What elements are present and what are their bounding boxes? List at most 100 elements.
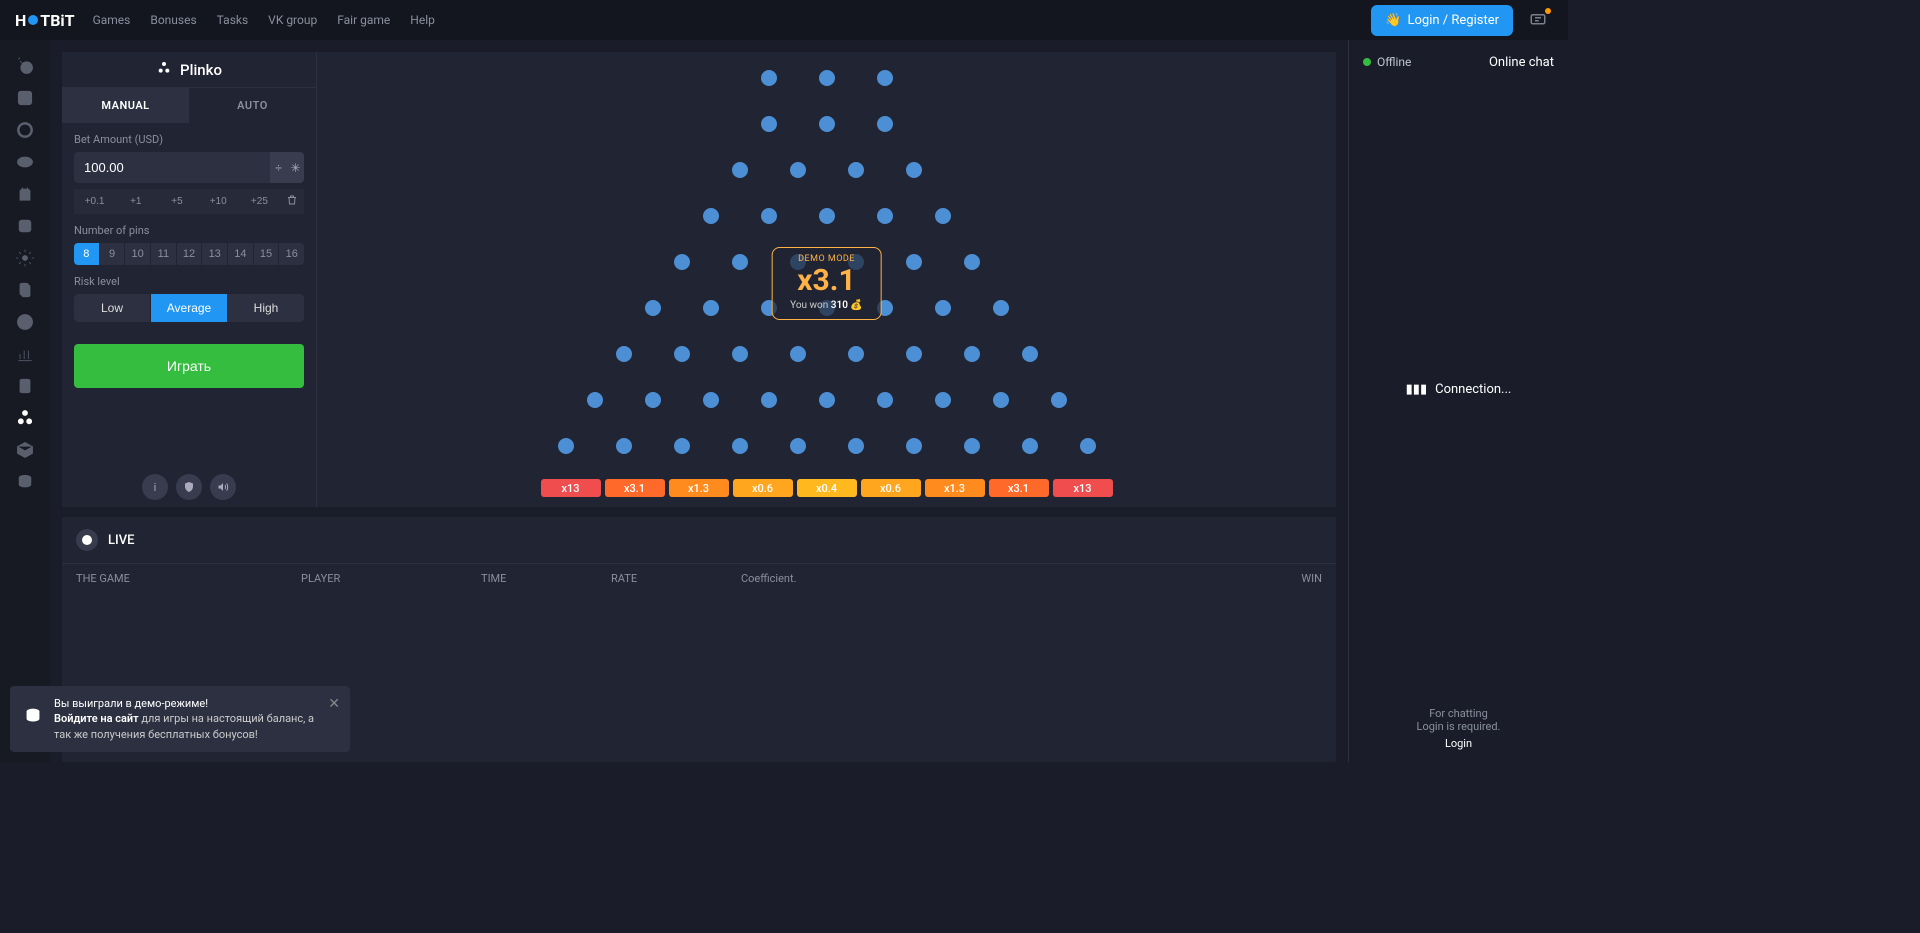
sidebar-coin-icon[interactable] bbox=[0, 146, 50, 178]
pin-option-15[interactable]: 15 bbox=[254, 243, 279, 265]
peg bbox=[935, 208, 951, 224]
nav-link-tasks[interactable]: Tasks bbox=[217, 13, 249, 27]
pin-option-9[interactable]: 9 bbox=[100, 243, 125, 265]
bet-amount-input[interactable] bbox=[74, 152, 270, 183]
sidebar-updown-icon[interactable] bbox=[0, 370, 50, 402]
result-popup: DEMO MODE x3.1 You won 310 💰 bbox=[771, 247, 882, 320]
peg bbox=[877, 392, 893, 408]
bet-double-button[interactable]: ✳ bbox=[287, 152, 304, 183]
risk-option-average[interactable]: Average bbox=[151, 294, 227, 322]
pin-option-8[interactable]: 8 bbox=[74, 243, 99, 265]
peg bbox=[790, 346, 806, 362]
peg bbox=[964, 438, 980, 454]
peg bbox=[703, 208, 719, 224]
peg bbox=[616, 438, 632, 454]
chat-panel: Offline Online chat ▮▮▮ Connection... Fo… bbox=[1348, 40, 1568, 762]
peg bbox=[819, 208, 835, 224]
chat-title: Online chat bbox=[1489, 55, 1554, 70]
sidebar-stack-icon[interactable] bbox=[0, 466, 50, 498]
quick-amount-1[interactable]: +1 bbox=[115, 189, 156, 214]
game-sidebar: 40 bbox=[0, 40, 50, 762]
sidebar-gear-icon[interactable] bbox=[0, 242, 50, 274]
plinko-board: DEMO MODE x3.1 You won 310 💰 x13x3.1x1.3… bbox=[317, 52, 1336, 507]
peg bbox=[848, 346, 864, 362]
sidebar-cards-icon[interactable] bbox=[0, 274, 50, 306]
peg bbox=[819, 70, 835, 86]
game-title: Plinko bbox=[62, 52, 316, 88]
peg bbox=[645, 392, 661, 408]
sidebar-ring-icon[interactable] bbox=[0, 114, 50, 146]
peg bbox=[645, 300, 661, 316]
tab-manual[interactable]: MANUAL bbox=[62, 88, 189, 123]
peg bbox=[732, 162, 748, 178]
bet-halve-button[interactable]: ÷ bbox=[270, 152, 287, 183]
pin-option-16[interactable]: 16 bbox=[279, 243, 304, 265]
tab-auto[interactable]: AUTO bbox=[189, 88, 316, 123]
nav-link-vk-group[interactable]: VK group bbox=[268, 13, 317, 27]
pin-option-12[interactable]: 12 bbox=[177, 243, 202, 265]
peg bbox=[877, 70, 893, 86]
chat-login-link[interactable]: Login bbox=[1361, 737, 1556, 750]
multiplier-slot: x3.1 bbox=[989, 479, 1049, 497]
sidebar-dice-icon[interactable] bbox=[0, 82, 50, 114]
info-icon[interactable]: i bbox=[142, 474, 168, 500]
peg bbox=[616, 346, 632, 362]
login-register-button[interactable]: 👋 Login / Register bbox=[1371, 5, 1513, 36]
multiplier-slot: x1.3 bbox=[925, 479, 985, 497]
quick-amount-5[interactable]: +5 bbox=[156, 189, 197, 214]
bet-amount-label: Bet Amount (USD) bbox=[74, 133, 304, 146]
peg bbox=[964, 346, 980, 362]
quick-amount-10[interactable]: +10 bbox=[198, 189, 239, 214]
peg bbox=[761, 392, 777, 408]
risk-option-high[interactable]: High bbox=[228, 294, 304, 322]
multiplier-slot: x13 bbox=[1053, 479, 1113, 497]
peg bbox=[877, 208, 893, 224]
nav-link-games[interactable]: Games bbox=[93, 13, 131, 27]
pin-option-13[interactable]: 13 bbox=[202, 243, 227, 265]
multiplier-slot: x0.6 bbox=[861, 479, 921, 497]
sound-icon[interactable] bbox=[210, 474, 236, 500]
peg bbox=[935, 300, 951, 316]
toast-close-button[interactable]: ✕ bbox=[328, 696, 340, 712]
peg bbox=[1022, 438, 1038, 454]
peg bbox=[906, 346, 922, 362]
pin-option-11[interactable]: 11 bbox=[151, 243, 176, 265]
result-won-text: You won 310 💰 bbox=[790, 300, 863, 311]
sidebar-bomb-icon[interactable] bbox=[0, 50, 50, 82]
peg bbox=[993, 392, 1009, 408]
nav-link-bonuses[interactable]: Bonuses bbox=[150, 13, 196, 27]
risk-option-low[interactable]: Low bbox=[74, 294, 150, 322]
sidebar-tower-icon[interactable] bbox=[0, 178, 50, 210]
logo[interactable]: HTBiT bbox=[15, 11, 75, 30]
sidebar-plinko-icon[interactable] bbox=[0, 402, 50, 434]
nav-links: Games Bonuses Tasks VK group Fair game Help bbox=[93, 13, 435, 27]
quick-amount-0.1[interactable]: +0.1 bbox=[74, 189, 115, 214]
connection-status: ▮▮▮ Connection... bbox=[1406, 382, 1512, 397]
nav-link-help[interactable]: Help bbox=[410, 13, 435, 27]
play-button[interactable]: Играть bbox=[74, 344, 304, 388]
peg bbox=[761, 116, 777, 132]
peg bbox=[790, 162, 806, 178]
peg bbox=[906, 438, 922, 454]
peg bbox=[819, 116, 835, 132]
sidebar-box-icon[interactable] bbox=[0, 434, 50, 466]
peg bbox=[761, 70, 777, 86]
risk-label: Risk level bbox=[74, 275, 304, 288]
peg bbox=[848, 162, 864, 178]
chat-toggle-icon[interactable] bbox=[1523, 5, 1553, 35]
live-indicator-icon bbox=[76, 529, 98, 551]
pin-option-10[interactable]: 10 bbox=[125, 243, 150, 265]
sidebar-chart-icon[interactable] bbox=[0, 338, 50, 370]
status-indicator: Offline bbox=[1363, 55, 1411, 69]
pin-option-14[interactable]: 14 bbox=[228, 243, 253, 265]
multiplier-slot: x1.3 bbox=[669, 479, 729, 497]
shield-icon[interactable] bbox=[176, 474, 202, 500]
demo-win-toast: Вы выиграли в демо-режиме! Войдите на са… bbox=[10, 686, 350, 752]
quick-amount-25[interactable]: +25 bbox=[239, 189, 280, 214]
sidebar-slot-icon[interactable]: 40 bbox=[0, 210, 50, 242]
nav-link-fair-game[interactable]: Fair game bbox=[337, 13, 390, 27]
peg bbox=[732, 254, 748, 270]
peg bbox=[790, 438, 806, 454]
clear-bet-button[interactable] bbox=[280, 189, 304, 214]
sidebar-wheel-icon[interactable] bbox=[0, 306, 50, 338]
